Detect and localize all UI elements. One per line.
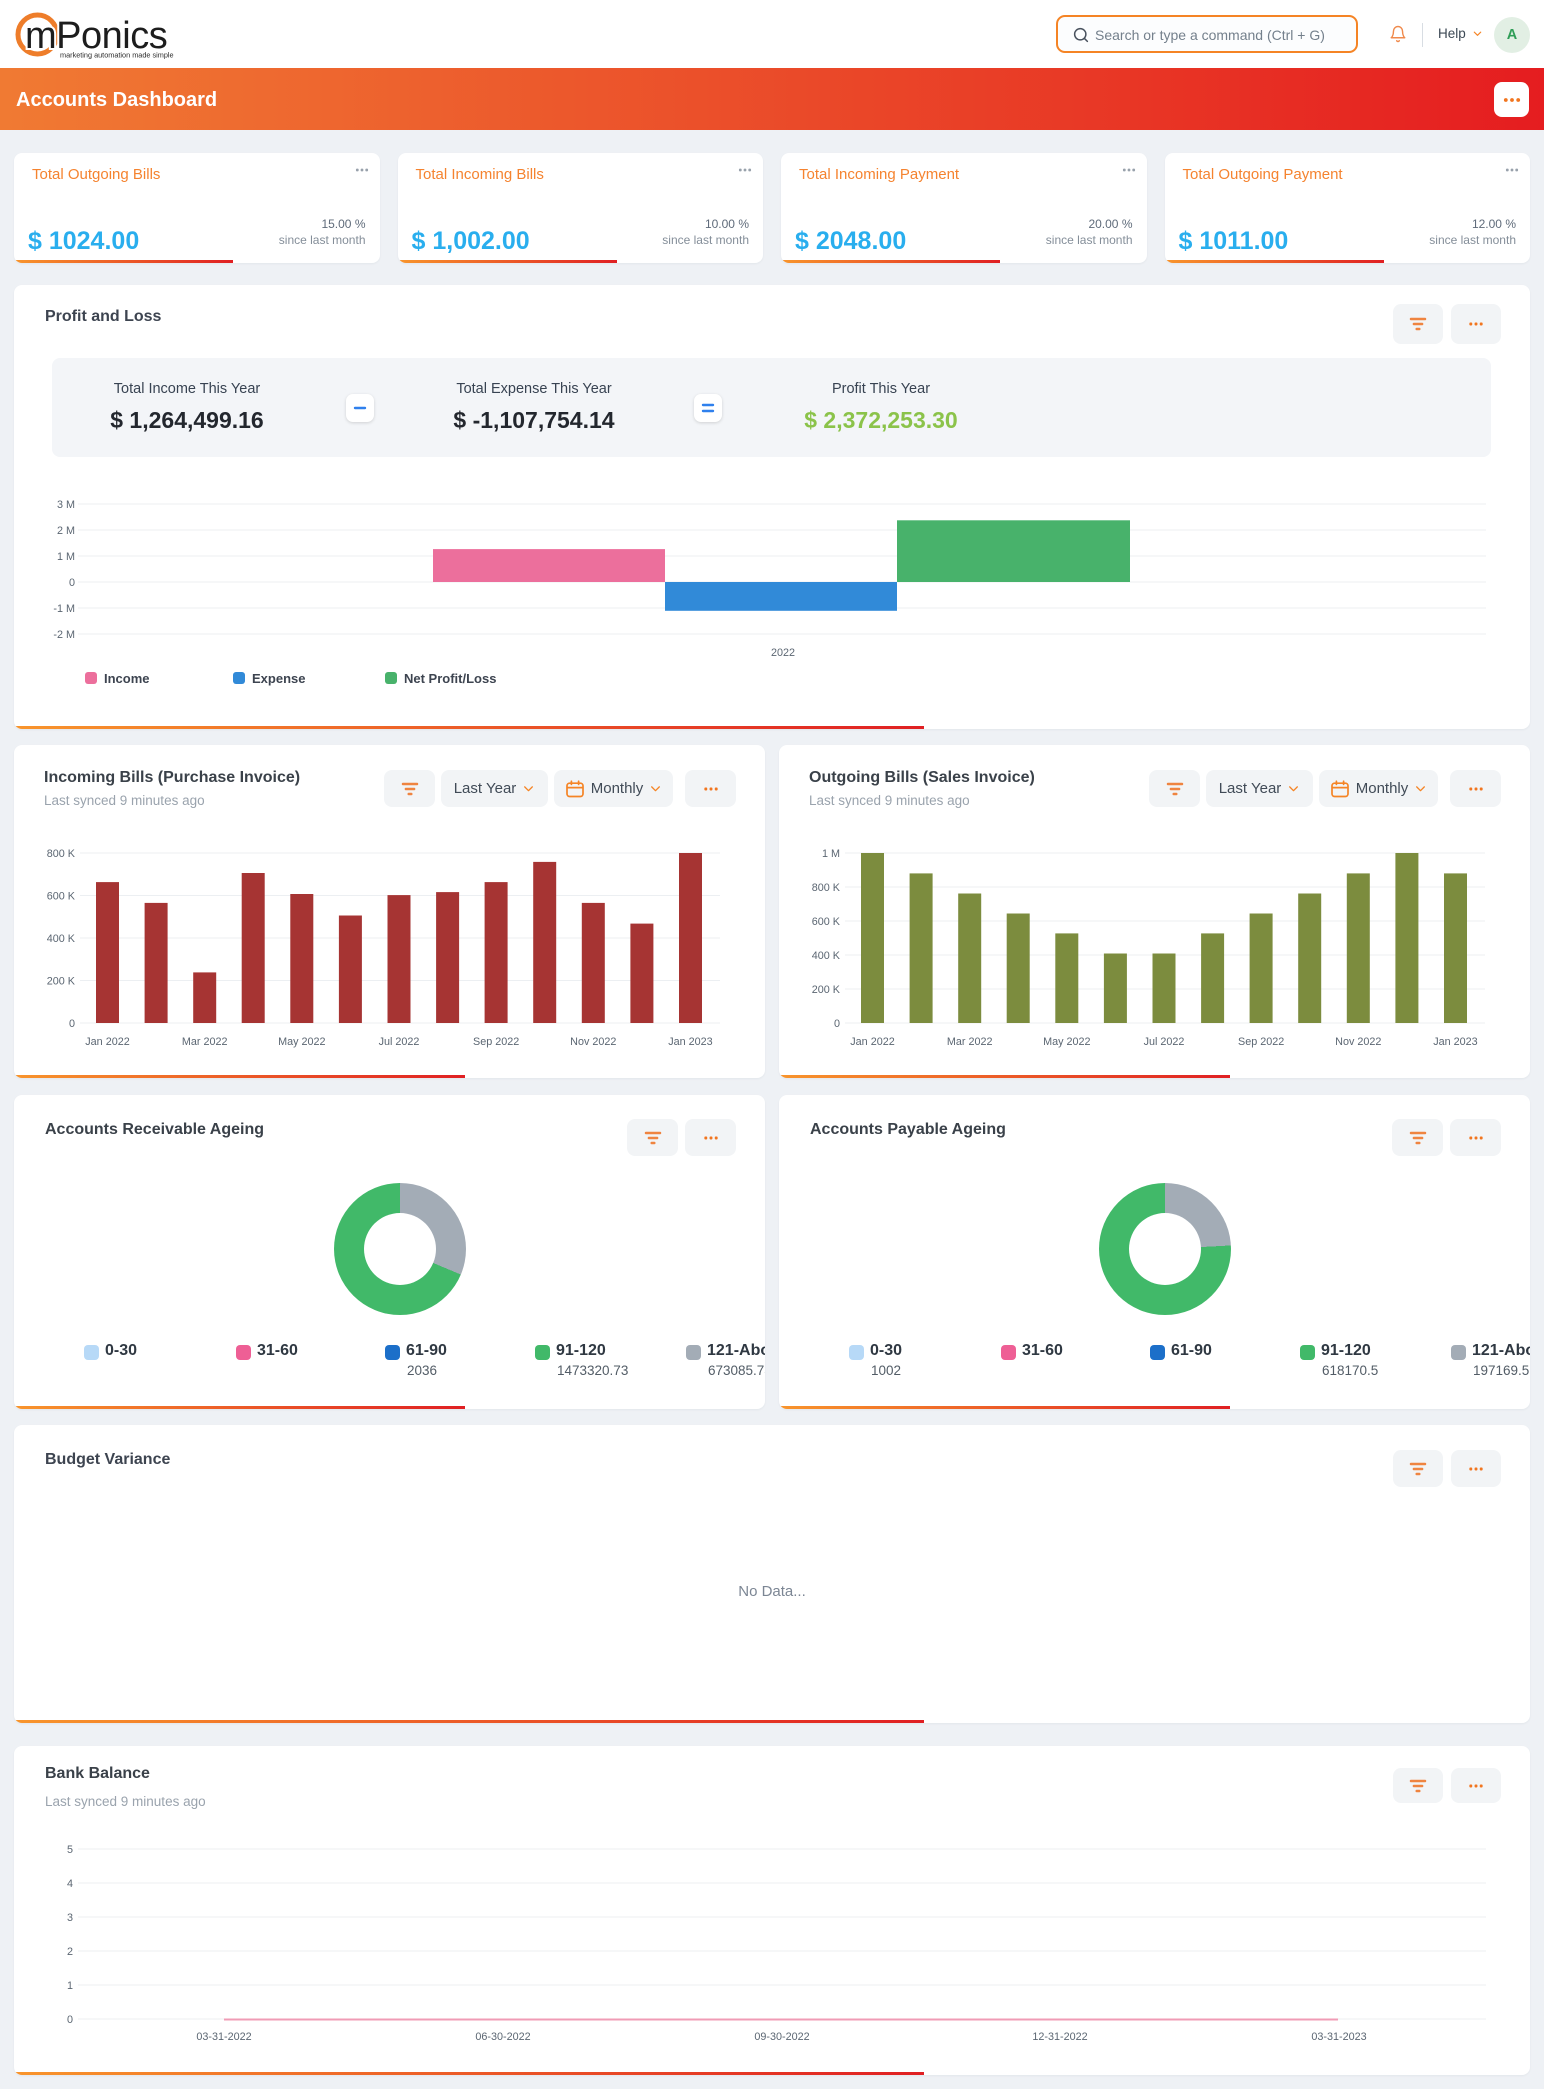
svg-text:800 K: 800 K xyxy=(812,882,841,894)
svg-text:3 M: 3 M xyxy=(57,499,75,511)
svg-text:1 M: 1 M xyxy=(57,551,75,563)
svg-text:200 K: 200 K xyxy=(812,984,841,996)
svg-text:200 K: 200 K xyxy=(47,976,76,988)
svg-text:Mar 2022: Mar 2022 xyxy=(182,1036,228,1048)
svg-text:600 K: 600 K xyxy=(812,916,841,928)
svg-text:03-31-2022: 03-31-2022 xyxy=(196,2031,251,2043)
svg-text:06-30-2022: 06-30-2022 xyxy=(475,2031,530,2043)
svg-text:mPonics: mPonics xyxy=(25,15,167,57)
svg-text:0: 0 xyxy=(67,2014,73,2026)
svg-text:-1 M: -1 M xyxy=(53,603,75,615)
svg-text:5: 5 xyxy=(67,1844,73,1856)
svg-text:Mar 2022: Mar 2022 xyxy=(947,1036,993,1048)
svg-text:0: 0 xyxy=(69,577,75,589)
svg-text:-2 M: -2 M xyxy=(53,629,75,641)
svg-text:400 K: 400 K xyxy=(47,933,76,945)
svg-text:marketing automation made simp: marketing automation made simple xyxy=(60,51,174,60)
svg-text:1: 1 xyxy=(67,1980,73,1992)
svg-text:0: 0 xyxy=(834,1018,840,1030)
svg-text:09-30-2022: 09-30-2022 xyxy=(754,2031,809,2043)
svg-text:Jan 2022: Jan 2022 xyxy=(85,1036,129,1048)
svg-text:800 K: 800 K xyxy=(47,848,76,860)
svg-text:4: 4 xyxy=(67,1878,73,1890)
svg-text:0: 0 xyxy=(69,1018,75,1030)
svg-text:03-31-2023: 03-31-2023 xyxy=(1311,2031,1366,2043)
svg-text:2022: 2022 xyxy=(771,647,795,659)
svg-text:400 K: 400 K xyxy=(812,950,841,962)
svg-text:600 K: 600 K xyxy=(47,891,76,903)
svg-text:Jul 2022: Jul 2022 xyxy=(379,1036,420,1048)
svg-text:2 M: 2 M xyxy=(57,525,75,537)
svg-text:May 2022: May 2022 xyxy=(1043,1036,1090,1048)
svg-text:Jan 2023: Jan 2023 xyxy=(668,1036,712,1048)
svg-text:May 2022: May 2022 xyxy=(278,1036,325,1048)
svg-text:12-31-2022: 12-31-2022 xyxy=(1032,2031,1087,2043)
svg-text:Jul 2022: Jul 2022 xyxy=(1144,1036,1185,1048)
svg-text:Sep 2022: Sep 2022 xyxy=(1238,1036,1284,1048)
svg-text:Nov 2022: Nov 2022 xyxy=(1335,1036,1381,1048)
svg-text:1 M: 1 M xyxy=(822,848,840,860)
svg-text:2: 2 xyxy=(67,1946,73,1958)
svg-text:Nov 2022: Nov 2022 xyxy=(570,1036,616,1048)
svg-text:Sep 2022: Sep 2022 xyxy=(473,1036,519,1048)
svg-text:Jan 2023: Jan 2023 xyxy=(1433,1036,1477,1048)
svg-text:Jan 2022: Jan 2022 xyxy=(850,1036,894,1048)
svg-text:3: 3 xyxy=(67,1912,73,1924)
